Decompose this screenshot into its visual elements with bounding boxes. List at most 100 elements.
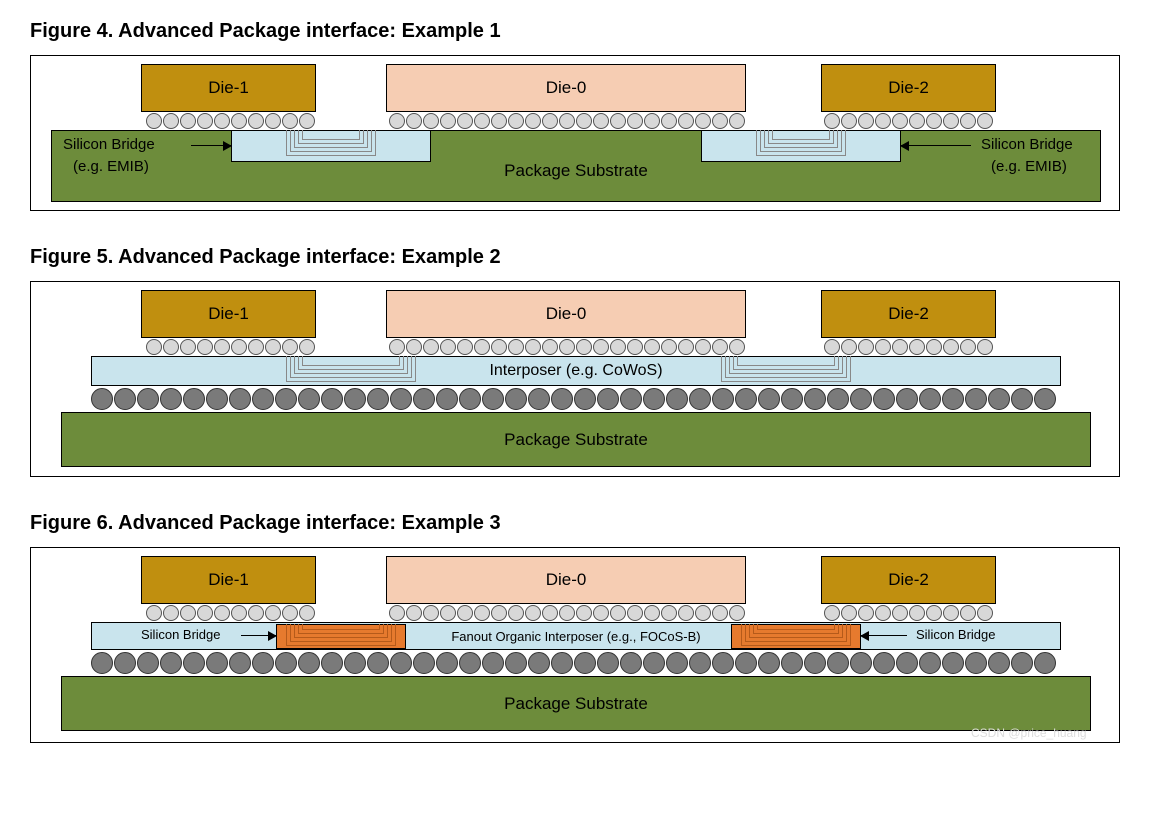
c4-bump — [91, 652, 113, 674]
figure-title: Figure 4. Advanced Package interface: Ex… — [30, 20, 1120, 43]
microbump — [491, 113, 507, 129]
c4-bump-row — [91, 388, 1056, 410]
microbump — [299, 113, 315, 129]
c4-bump — [183, 652, 205, 674]
microbump — [824, 605, 840, 621]
c4-bump — [919, 388, 941, 410]
c4-bump — [1034, 388, 1056, 410]
microbump-row — [146, 339, 315, 355]
microbump — [265, 605, 281, 621]
microbump — [977, 605, 993, 621]
microbump — [265, 113, 281, 129]
microbump — [695, 605, 711, 621]
watermark: CSDN @price_huang — [971, 726, 1087, 740]
microbump — [299, 605, 315, 621]
microbump — [231, 339, 247, 355]
microbump — [457, 113, 473, 129]
microbump — [559, 605, 575, 621]
die-label: Die-0 — [546, 304, 587, 324]
microbump — [508, 339, 524, 355]
annotation-label: (e.g. EMIB) — [73, 158, 149, 175]
microbump — [678, 113, 694, 129]
microbump-row — [146, 113, 315, 129]
microbump — [593, 339, 609, 355]
c4-bump — [505, 652, 527, 674]
microbump — [824, 113, 840, 129]
c4-bump — [528, 388, 550, 410]
c4-bump — [344, 388, 366, 410]
microbump — [457, 605, 473, 621]
c4-bump — [965, 652, 987, 674]
microbump — [299, 339, 315, 355]
microbump — [875, 113, 891, 129]
c4-bump — [160, 652, 182, 674]
microbump — [163, 605, 179, 621]
c4-bump — [436, 652, 458, 674]
microbump — [892, 605, 908, 621]
c4-bump — [896, 388, 918, 410]
microbump — [858, 113, 874, 129]
diagram: Package SubstrateInterposer (e.g. CoWoS)… — [30, 281, 1120, 477]
die-label: Die-0 — [546, 570, 587, 590]
figure-title: Figure 5. Advanced Package interface: Ex… — [30, 246, 1120, 269]
microbump — [841, 605, 857, 621]
c4-bump — [988, 388, 1010, 410]
c4-bump — [229, 388, 251, 410]
c4-bump — [298, 388, 320, 410]
microbump — [943, 339, 959, 355]
package-substrate: Package Substrate — [61, 412, 1091, 467]
microbump — [858, 605, 874, 621]
microbump — [926, 339, 942, 355]
microbump — [423, 339, 439, 355]
substrate-label: Package Substrate — [504, 694, 648, 714]
microbump — [248, 339, 264, 355]
c4-bump — [965, 388, 987, 410]
microbump — [909, 339, 925, 355]
die-label: Die-2 — [888, 304, 929, 324]
microbump — [542, 113, 558, 129]
routing-nest — [741, 624, 851, 646]
microbump — [389, 605, 405, 621]
c4-bump — [137, 652, 159, 674]
microbump — [282, 339, 298, 355]
c4-bump — [1011, 388, 1033, 410]
annotation-arrow — [191, 145, 231, 146]
c4-bump — [666, 652, 688, 674]
c4-bump — [505, 388, 527, 410]
c4-bump — [988, 652, 1010, 674]
c4-bump — [735, 388, 757, 410]
die-label: Die-2 — [888, 570, 929, 590]
c4-bump — [114, 652, 136, 674]
c4-bump — [712, 652, 734, 674]
microbump — [610, 339, 626, 355]
c4-bump — [896, 652, 918, 674]
die: Die-0 — [386, 64, 746, 112]
c4-bump — [597, 652, 619, 674]
annotation-arrow — [241, 635, 276, 636]
microbump-row — [389, 113, 745, 129]
microbump — [231, 605, 247, 621]
c4-bump — [459, 652, 481, 674]
c4-bump — [574, 652, 596, 674]
microbump — [180, 339, 196, 355]
c4-bump — [482, 652, 504, 674]
microbump — [824, 339, 840, 355]
c4-bump-row — [91, 652, 1056, 674]
microbump — [960, 339, 976, 355]
microbump — [525, 113, 541, 129]
c4-bump — [413, 652, 435, 674]
figure-block: Figure 4. Advanced Package interface: Ex… — [30, 20, 1120, 211]
c4-bump — [275, 652, 297, 674]
microbump — [644, 339, 660, 355]
microbump — [729, 113, 745, 129]
microbump — [389, 113, 405, 129]
c4-bump — [206, 388, 228, 410]
c4-bump — [482, 388, 504, 410]
microbump — [909, 605, 925, 621]
c4-bump — [758, 652, 780, 674]
microbump — [661, 339, 677, 355]
microbump — [525, 339, 541, 355]
microbump — [627, 605, 643, 621]
routing-nest — [286, 130, 376, 156]
microbump — [627, 339, 643, 355]
